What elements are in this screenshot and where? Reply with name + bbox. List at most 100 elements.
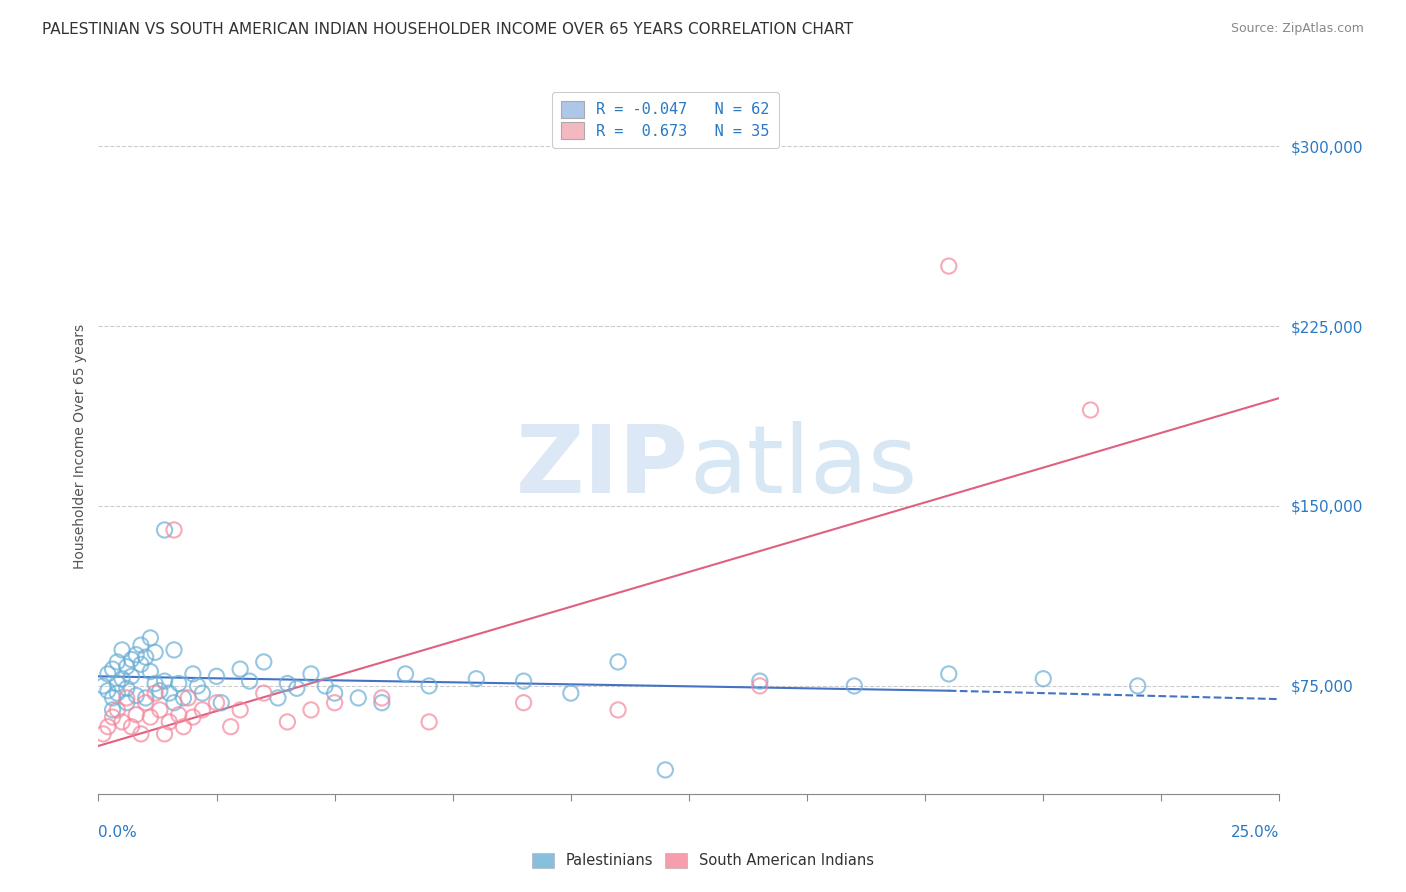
Point	[181, 667, 204, 681]
Point	[607, 655, 630, 669]
Point	[157, 686, 180, 700]
Point	[394, 667, 416, 681]
Point	[276, 714, 298, 729]
Point	[115, 696, 138, 710]
Point	[938, 667, 960, 681]
Text: ZIP: ZIP	[516, 421, 689, 513]
Point	[177, 690, 200, 705]
Point	[418, 679, 440, 693]
Point	[205, 669, 228, 683]
Point	[101, 690, 124, 705]
Point	[97, 683, 120, 698]
Point	[135, 690, 157, 705]
Point	[172, 720, 194, 734]
Point	[276, 676, 298, 690]
Point	[314, 679, 336, 693]
Point	[371, 696, 394, 710]
Point	[129, 727, 152, 741]
Point	[163, 523, 186, 537]
Point	[1126, 679, 1149, 693]
Point	[139, 665, 162, 679]
Point	[191, 703, 214, 717]
Point	[1032, 672, 1054, 686]
Point	[105, 703, 128, 717]
Legend: R = -0.047   N = 62, R =  0.673   N = 35: R = -0.047 N = 62, R = 0.673 N = 35	[553, 92, 779, 148]
Point	[163, 696, 186, 710]
Point	[167, 676, 190, 690]
Point	[105, 676, 128, 690]
Point	[101, 710, 124, 724]
Point	[323, 686, 346, 700]
Point	[239, 674, 262, 689]
Point	[163, 643, 186, 657]
Point	[299, 703, 322, 717]
Point	[167, 707, 190, 722]
Point	[139, 710, 162, 724]
Point	[121, 669, 143, 683]
Text: atlas: atlas	[689, 421, 917, 513]
Point	[91, 727, 114, 741]
Point	[191, 686, 214, 700]
Point	[121, 720, 143, 734]
Point	[135, 650, 157, 665]
Point	[129, 638, 152, 652]
Point	[149, 683, 172, 698]
Point	[253, 655, 276, 669]
Point	[209, 696, 232, 710]
Point	[748, 679, 770, 693]
Point	[111, 672, 134, 686]
Point	[253, 686, 276, 700]
Point	[512, 696, 534, 710]
Point	[143, 676, 166, 690]
Point	[181, 710, 204, 724]
Point	[654, 763, 676, 777]
Y-axis label: Householder Income Over 65 years: Householder Income Over 65 years	[73, 324, 87, 568]
Point	[205, 696, 228, 710]
Point	[129, 657, 152, 672]
Point	[143, 645, 166, 659]
Point	[105, 655, 128, 669]
Point	[465, 672, 488, 686]
Point	[418, 714, 440, 729]
Point	[607, 703, 630, 717]
Point	[97, 720, 120, 734]
Point	[229, 662, 252, 676]
Point	[111, 714, 134, 729]
Point	[323, 696, 346, 710]
Point	[560, 686, 582, 700]
Legend: Palestinians, South American Indians: Palestinians, South American Indians	[524, 846, 882, 876]
Text: PALESTINIAN VS SOUTH AMERICAN INDIAN HOUSEHOLDER INCOME OVER 65 YEARS CORRELATIO: PALESTINIAN VS SOUTH AMERICAN INDIAN HOU…	[42, 22, 853, 37]
Point	[121, 652, 143, 666]
Point	[347, 690, 370, 705]
Point	[115, 681, 138, 696]
Point	[187, 679, 209, 693]
Text: 0.0%: 0.0%	[98, 825, 138, 840]
Point	[139, 631, 162, 645]
Point	[97, 667, 120, 681]
Point	[938, 259, 960, 273]
Point	[229, 703, 252, 717]
Point	[125, 689, 148, 703]
Point	[844, 679, 866, 693]
Point	[172, 690, 194, 705]
Text: Source: ZipAtlas.com: Source: ZipAtlas.com	[1230, 22, 1364, 36]
Point	[153, 523, 176, 537]
Point	[115, 659, 138, 673]
Point	[143, 686, 166, 700]
Point	[1080, 403, 1102, 417]
Point	[91, 679, 114, 693]
Point	[135, 696, 157, 710]
Point	[111, 643, 134, 657]
Point	[101, 662, 124, 676]
Point	[153, 674, 176, 689]
Point	[115, 690, 138, 705]
Point	[157, 714, 180, 729]
Point	[267, 690, 290, 705]
Point	[125, 707, 148, 722]
Point	[371, 690, 394, 705]
Point	[512, 674, 534, 689]
Text: 25.0%: 25.0%	[1232, 825, 1279, 840]
Point	[125, 648, 148, 662]
Point	[101, 703, 124, 717]
Point	[149, 703, 172, 717]
